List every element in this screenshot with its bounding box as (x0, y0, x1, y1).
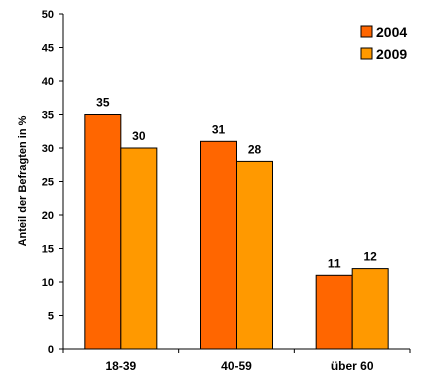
y-tick-label: 35 (42, 110, 54, 122)
bar-2009-1 (120, 147, 158, 350)
x-category-label: 40-59 (221, 359, 252, 373)
legend-swatch-2009 (360, 47, 373, 60)
bar-2004-3 (315, 274, 353, 350)
y-tick-label: 50 (42, 9, 54, 21)
y-tick-label: 5 (48, 311, 54, 323)
y-tick-label: 10 (42, 277, 54, 289)
data-labels: 35 31 11 30 28 12 (96, 96, 377, 271)
bar-2004-1 (84, 114, 122, 350)
data-label: 31 (212, 122, 226, 136)
y-tick-label: 45 (42, 43, 54, 55)
legend: 2004 2009 (360, 24, 407, 62)
y-tick-label: 25 (42, 177, 54, 189)
data-label: 28 (248, 142, 262, 156)
bars (84, 114, 389, 350)
bar-2009-3 (351, 268, 389, 350)
data-label: 12 (363, 250, 377, 264)
legend-label-2004: 2004 (376, 24, 407, 40)
y-tick-label: 30 (42, 143, 54, 155)
bar-2009-2 (236, 160, 273, 350)
data-label: 11 (328, 256, 341, 270)
bar-2004-2 (200, 140, 237, 350)
data-label: 30 (132, 129, 146, 143)
y-axis: 0 5 10 15 20 25 30 35 40 45 50 (42, 9, 64, 356)
legend-label-2009: 2009 (376, 46, 407, 62)
y-tick-label: 20 (42, 210, 54, 222)
y-tick-label: 0 (48, 344, 54, 356)
x-category-label: über 60 (331, 359, 374, 373)
y-tick-label: 40 (42, 76, 54, 88)
legend-swatch-2004 (360, 25, 373, 38)
x-category-label: 18-39 (105, 359, 136, 373)
y-axis-title: Anteil der Befragten in % (17, 115, 29, 246)
y-tick-label: 15 (42, 244, 54, 256)
data-label: 35 (96, 96, 110, 110)
x-axis: 18-39 40-59 über 60 (62, 348, 411, 373)
